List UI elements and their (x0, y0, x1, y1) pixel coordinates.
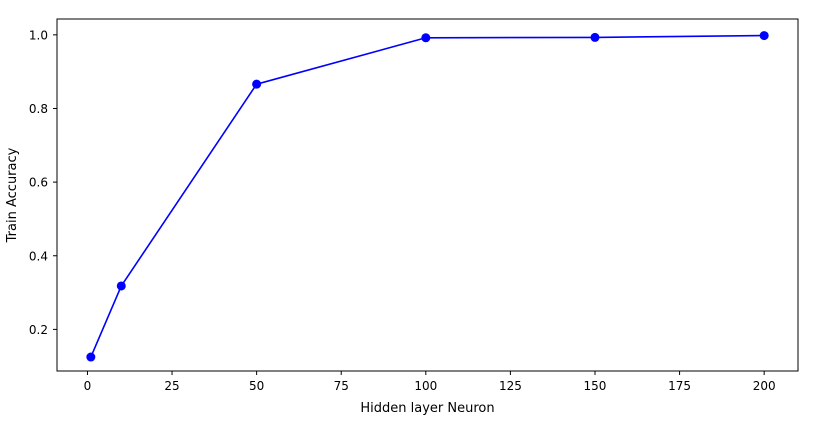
data-point (590, 32, 600, 42)
x-tick-label: 125 (499, 379, 522, 393)
plot-area-frame (56, 18, 799, 372)
data-point (421, 33, 431, 43)
x-tick-label: 75 (334, 379, 349, 393)
data-point (252, 79, 262, 89)
x-tick-label: 200 (753, 379, 776, 393)
y-tick-label: 1.0 (29, 28, 48, 42)
y-axis-title: Train Accuracy (5, 147, 20, 243)
series-line (90, 34, 765, 358)
data-point (116, 281, 126, 291)
x-tick-label: 175 (668, 379, 691, 393)
x-tick-label: 50 (249, 379, 264, 393)
x-tick-label: 100 (414, 379, 437, 393)
x-tick-label: 0 (84, 379, 92, 393)
y-tick-label: 0.4 (29, 249, 48, 263)
y-tick-label: 0.6 (29, 176, 48, 190)
y-tick-label: 0.8 (29, 102, 48, 116)
series-layer (86, 31, 769, 362)
x-axis-title: Hidden layer Neuron (360, 401, 494, 416)
y-tick-label: 0.2 (29, 323, 48, 337)
axis-ticks: 0 25 50 75 100 125 150 175 200 0.2 0.4 0.6 0.8 1.0 (29, 28, 776, 393)
data-point (86, 352, 96, 362)
x-tick-label: 150 (584, 379, 607, 393)
data-point (759, 31, 769, 41)
x-tick-label: 25 (164, 379, 179, 393)
